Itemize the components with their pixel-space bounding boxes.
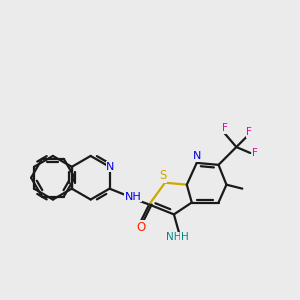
Text: F: F (252, 148, 258, 158)
Text: H: H (181, 232, 189, 242)
Text: N: N (106, 162, 115, 172)
Text: N: N (193, 151, 201, 161)
Text: F: F (246, 127, 252, 137)
Text: F: F (221, 123, 227, 133)
Text: S: S (159, 169, 167, 182)
Text: O: O (136, 221, 146, 234)
Text: NH: NH (125, 192, 142, 202)
Text: NH: NH (166, 232, 182, 242)
